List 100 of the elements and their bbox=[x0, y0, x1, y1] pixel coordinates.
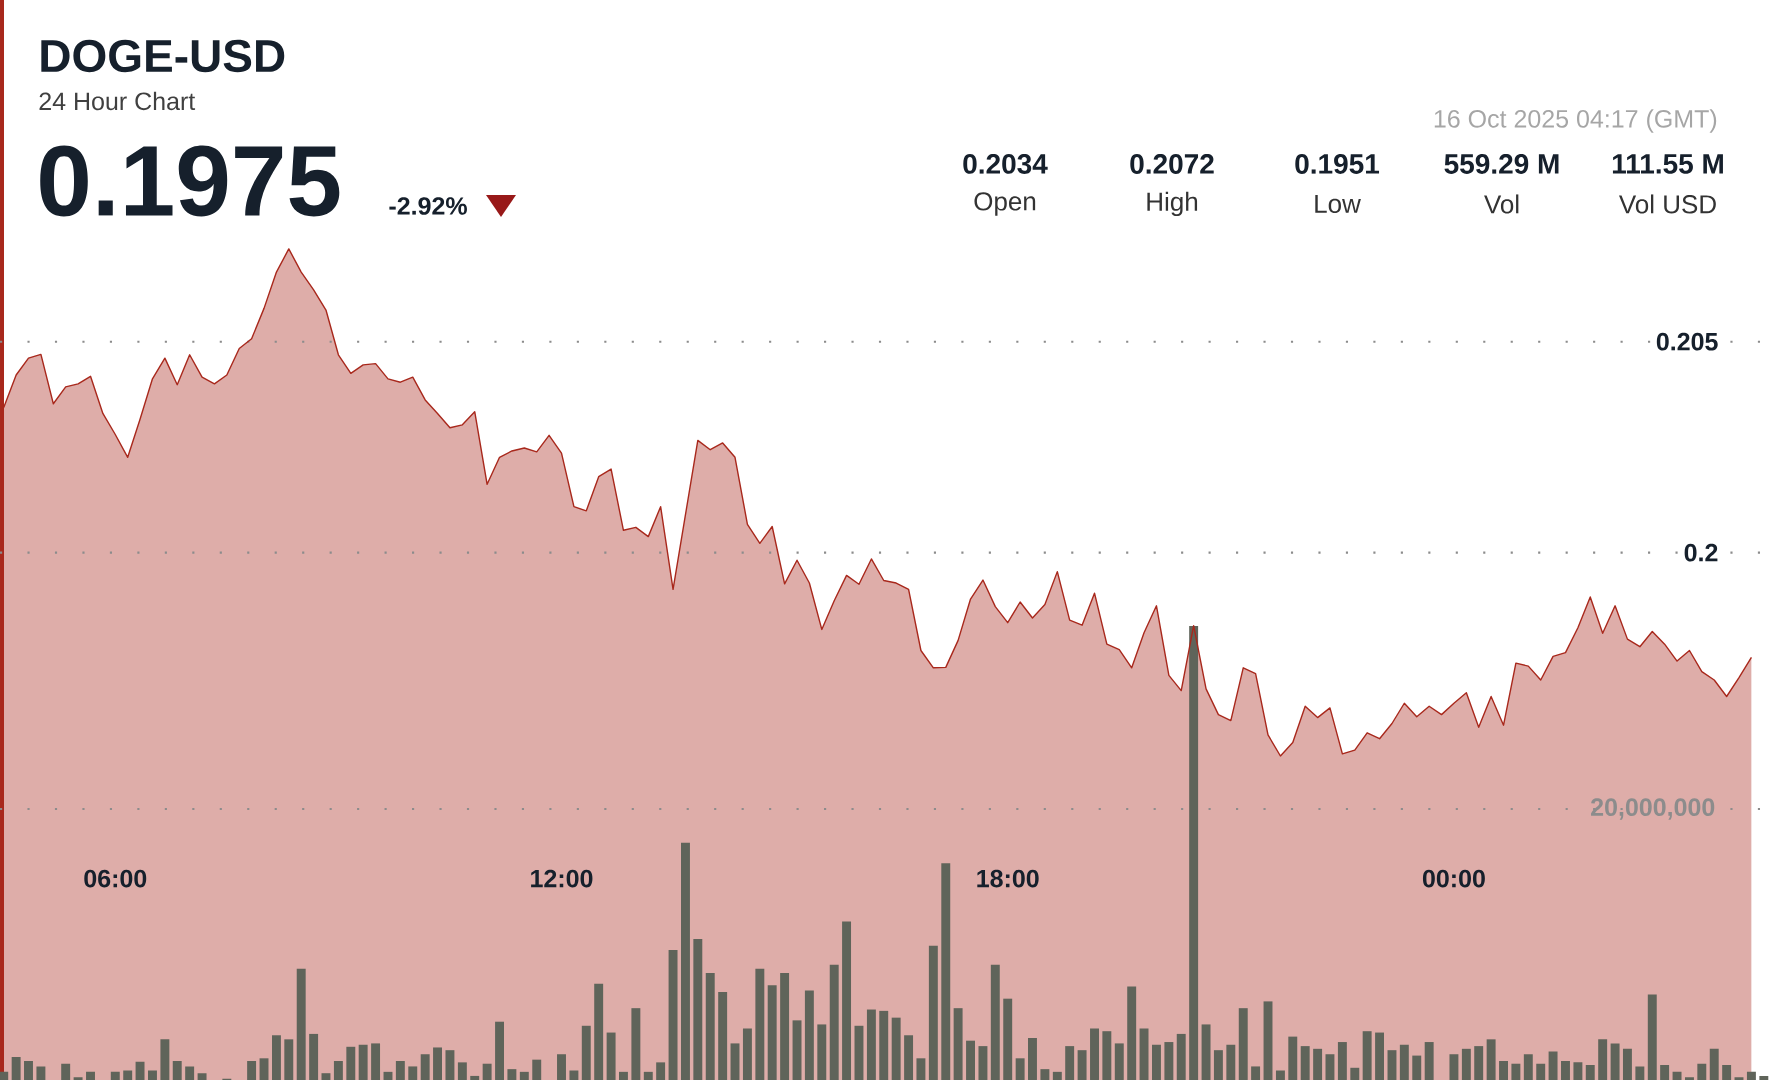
bar bbox=[284, 1039, 294, 1080]
bar bbox=[247, 1061, 257, 1080]
bar bbox=[1585, 1065, 1595, 1080]
annotation: 0.2072 bbox=[1130, 154, 1214, 174]
bar bbox=[61, 1063, 71, 1080]
bar bbox=[1709, 1048, 1719, 1080]
bar bbox=[346, 1046, 356, 1080]
bar bbox=[73, 1077, 83, 1080]
bar bbox=[197, 1073, 207, 1080]
bar bbox=[123, 1070, 133, 1080]
annotation: 111.55 M bbox=[1612, 154, 1723, 174]
bar bbox=[1238, 1008, 1248, 1080]
bar bbox=[1697, 1063, 1707, 1080]
annotation: 16 Oct 2025 04:17 (GMT) bbox=[1434, 109, 1717, 133]
bar bbox=[1151, 1044, 1161, 1080]
bar bbox=[1486, 1039, 1496, 1080]
bar bbox=[1474, 1046, 1484, 1080]
bar bbox=[978, 1046, 988, 1080]
bar bbox=[730, 1043, 740, 1080]
bar bbox=[1288, 1036, 1298, 1080]
bar bbox=[928, 945, 938, 1080]
bar bbox=[160, 1039, 170, 1080]
annotation: -2.92% bbox=[389, 197, 467, 215]
bar bbox=[1251, 1066, 1261, 1080]
bar bbox=[1015, 1058, 1025, 1080]
bar bbox=[1561, 1061, 1570, 1080]
x-tick-label: 12:00 bbox=[531, 869, 593, 888]
bar bbox=[842, 921, 852, 1080]
bar bbox=[1523, 1054, 1533, 1080]
bar bbox=[866, 1009, 876, 1080]
annotation: Low bbox=[1315, 194, 1361, 214]
bar bbox=[804, 990, 814, 1080]
text: 24 Hour Chart bbox=[39, 91, 196, 111]
bar bbox=[1052, 1071, 1062, 1080]
bar bbox=[1300, 1046, 1310, 1080]
bar bbox=[966, 1040, 975, 1080]
bar bbox=[86, 1071, 95, 1080]
bar bbox=[631, 1008, 641, 1080]
bar bbox=[1325, 1054, 1335, 1080]
bar bbox=[681, 842, 690, 1080]
annotation: 559.29 M bbox=[1444, 154, 1559, 174]
bar bbox=[1759, 1075, 1769, 1080]
bar bbox=[693, 939, 703, 1080]
bar bbox=[904, 1035, 914, 1080]
bar bbox=[1176, 1033, 1186, 1080]
bar bbox=[1065, 1046, 1075, 1080]
bar bbox=[457, 1062, 467, 1080]
bar bbox=[569, 1070, 579, 1080]
bar bbox=[780, 972, 790, 1080]
bar bbox=[941, 863, 951, 1080]
annotation: Vol USD bbox=[1618, 194, 1716, 214]
bar bbox=[594, 983, 604, 1080]
bar bbox=[395, 1061, 405, 1080]
bar bbox=[618, 1071, 628, 1080]
bar bbox=[135, 1061, 145, 1080]
bar bbox=[172, 1061, 182, 1080]
bar bbox=[296, 968, 306, 1080]
bar bbox=[606, 1032, 616, 1080]
bar bbox=[408, 1066, 418, 1080]
bar bbox=[358, 1044, 368, 1080]
bar bbox=[1511, 1063, 1521, 1080]
bar bbox=[829, 964, 839, 1080]
bar bbox=[36, 1066, 46, 1080]
bar bbox=[1003, 998, 1013, 1080]
y-tick-label: 0.2 bbox=[1684, 543, 1718, 562]
bar bbox=[1375, 1032, 1385, 1080]
bar bbox=[1647, 994, 1657, 1080]
bar bbox=[1610, 1043, 1620, 1080]
annotation: 0.1975 bbox=[40, 145, 340, 217]
bar bbox=[1573, 1062, 1583, 1080]
bar bbox=[668, 949, 678, 1080]
y2-tick-label: 20,000,000 bbox=[1591, 798, 1715, 820]
bar bbox=[1028, 1037, 1037, 1080]
bar bbox=[1399, 1044, 1409, 1080]
bar bbox=[581, 1025, 591, 1080]
bar bbox=[1337, 1042, 1347, 1080]
bar bbox=[519, 1071, 529, 1080]
bar bbox=[879, 1010, 889, 1080]
bar bbox=[470, 1075, 480, 1080]
bar bbox=[1746, 1071, 1756, 1080]
bar bbox=[891, 1017, 901, 1080]
bar bbox=[1077, 1050, 1087, 1080]
bar bbox=[767, 985, 777, 1080]
bar bbox=[321, 1073, 331, 1080]
bar bbox=[1263, 1001, 1273, 1080]
x-tick-label: 00:00 bbox=[1422, 869, 1485, 888]
bar bbox=[792, 1020, 802, 1080]
bar bbox=[110, 1071, 120, 1080]
bar bbox=[532, 1059, 542, 1080]
bar bbox=[309, 1033, 319, 1080]
bar bbox=[271, 1035, 281, 1080]
bar bbox=[445, 1050, 455, 1080]
bar bbox=[1536, 1063, 1546, 1080]
bar bbox=[817, 1024, 827, 1080]
bar bbox=[1499, 1061, 1508, 1080]
annotation: High bbox=[1147, 191, 1198, 217]
bar bbox=[1040, 1069, 1050, 1080]
y-tick-label: 0.205 bbox=[1656, 332, 1718, 351]
bar bbox=[718, 991, 728, 1080]
bar bbox=[1734, 1077, 1744, 1080]
